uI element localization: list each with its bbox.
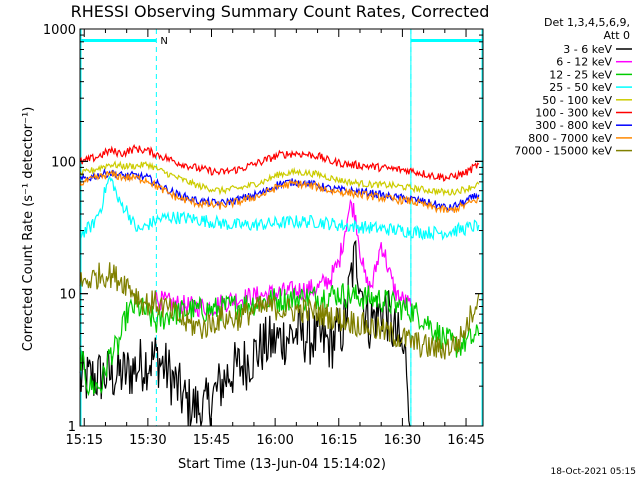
chart-title: RHESSI Observing Summary Count Rates, Co… — [71, 2, 490, 21]
legend-header-det: Det 1,3,4,5,6,9, — [544, 16, 630, 29]
legend-label-1: 6 - 12 keV — [556, 56, 612, 69]
saa-bars: N — [80, 36, 483, 47]
series-line-7 — [79, 169, 480, 214]
series-line-5 — [79, 143, 480, 182]
x-tick-label: 15:15 — [66, 433, 103, 448]
legend-label-6: 300 - 800 keV — [535, 119, 612, 132]
x-tick-label: 16:30 — [384, 433, 421, 448]
x-tick-label: 16:00 — [256, 433, 293, 448]
legend-label-7: 800 - 7000 keV — [528, 132, 612, 145]
series-line-4 — [79, 160, 480, 197]
y-tick-label: 1 — [68, 420, 76, 435]
series-line-2 — [79, 283, 480, 397]
legend-label-8: 7000 - 15000 keV — [514, 145, 612, 158]
legend-header-att: Att 0 — [604, 29, 630, 42]
saa-bar — [410, 39, 483, 42]
series-line-8 — [79, 262, 480, 360]
saa-flag-label: N — [160, 36, 167, 47]
series-line-1 — [155, 198, 412, 318]
x-axis: 15:15 15:30 15:45 16:00 16:15 16:30 16:45 — [66, 29, 485, 448]
x-tick-label: 15:45 — [193, 433, 230, 448]
series-line-0 — [79, 239, 411, 427]
y-tick-label: 1000 — [43, 23, 76, 38]
plot-frame — [79, 28, 484, 427]
legend-label-4: 50 - 100 keV — [542, 94, 612, 107]
saa-bar — [80, 39, 157, 42]
y-axis-label: Corrected Count Rate (s⁻¹ detector⁻¹) — [21, 107, 36, 352]
plot-area: N — [79, 29, 483, 427]
x-tick-label: 16:45 — [447, 433, 484, 448]
legend-label-0: 3 - 6 keV — [563, 43, 612, 56]
legend-label-2: 12 - 25 keV — [549, 68, 612, 81]
x-tick-label: 15:30 — [129, 433, 166, 448]
footer-date: 18-Oct-2021 05:15 — [551, 467, 636, 477]
y-axis: 1 10 100 1000 — [43, 23, 483, 435]
legend-label-5: 100 - 300 keV — [535, 107, 612, 120]
y-tick-label: 100 — [51, 155, 76, 170]
legend-label-3: 25 - 50 keV — [549, 81, 612, 94]
x-tick-label: 16:15 — [320, 433, 357, 448]
series-line-3 — [79, 175, 480, 241]
x-axis-label: Start Time (13-Jun-04 15:14:02) — [178, 457, 386, 472]
series-group — [79, 143, 480, 427]
y-tick-label: 10 — [59, 288, 76, 303]
